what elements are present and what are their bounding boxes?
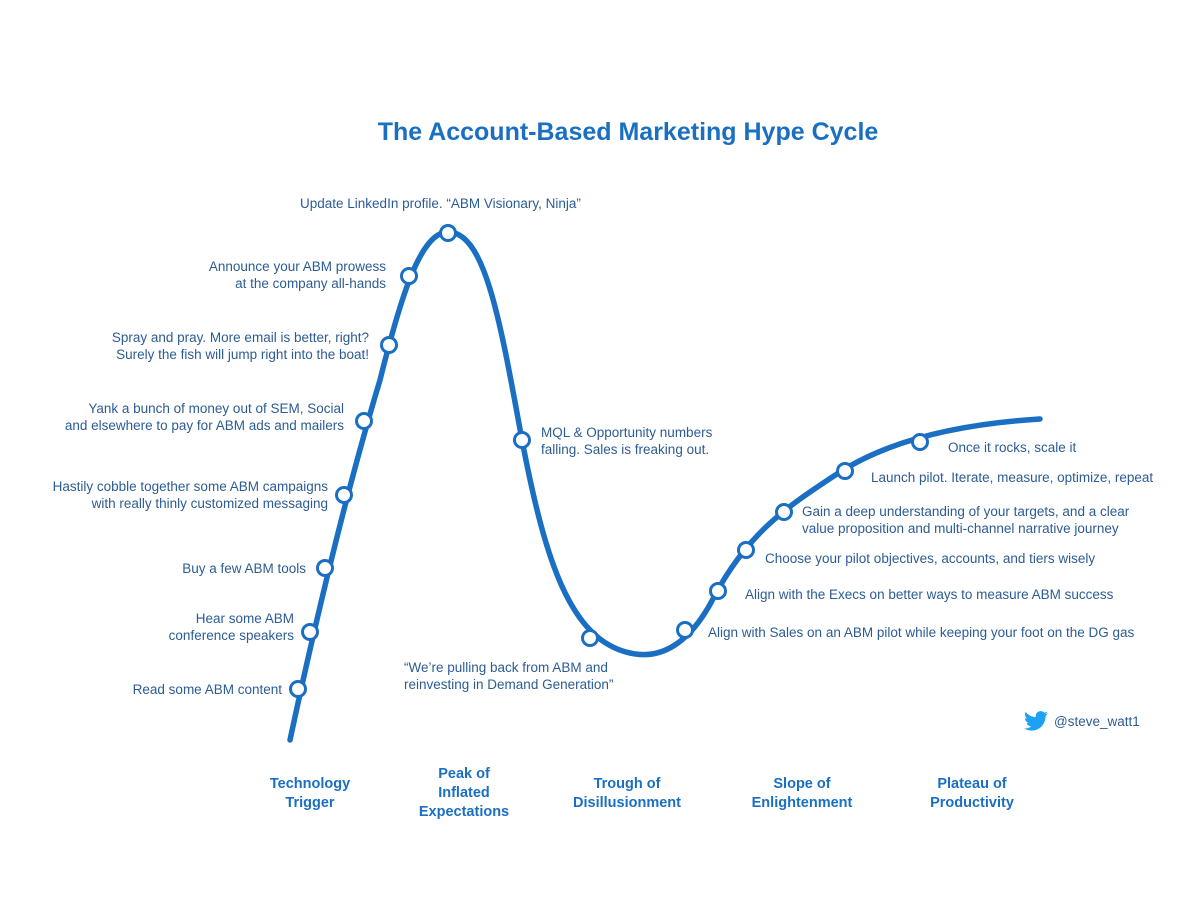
milestone-label-5: Yank a bunch of money out of SEM, Social… xyxy=(64,401,344,433)
milestone-marker-3 xyxy=(316,559,334,577)
milestone-label-16: Once it rocks, scale it xyxy=(948,440,1077,455)
hype-curve xyxy=(287,229,1043,743)
milestone-label-9: MQL & Opportunity numbers falling. Sales … xyxy=(541,425,713,457)
milestone-marker-15 xyxy=(836,462,854,480)
milestone-label-15: Launch pilot. Iterate, measure, optimize… xyxy=(871,470,1154,485)
milestone-marker-12 xyxy=(709,582,727,600)
milestone-marker-5 xyxy=(355,412,373,430)
milestone-marker-8 xyxy=(439,224,457,242)
milestone-label-11: Align with Sales on an ABM pilot while k… xyxy=(708,625,1135,640)
milestone-marker-1 xyxy=(289,680,307,698)
milestone-label-14: Gain a deep understanding of your target… xyxy=(802,504,1130,536)
milestone-marker-9 xyxy=(513,431,531,449)
milestone-label-3: Buy a few ABM tools xyxy=(182,561,306,576)
twitter-bird-icon xyxy=(1024,711,1048,731)
milestone-marker-2 xyxy=(301,623,319,641)
milestone-label-4: Hastily cobble together some ABM campaig… xyxy=(52,479,328,511)
milestone-marker-11 xyxy=(676,621,694,639)
milestone-marker-10 xyxy=(581,629,599,647)
milestone-marker-4 xyxy=(335,486,353,504)
milestone-marker-14 xyxy=(775,503,793,521)
milestone-label-13: Choose your pilot objectives, accounts, … xyxy=(765,551,1096,566)
milestone-marker-6 xyxy=(380,336,398,354)
twitter-handle: @steve_watt1 xyxy=(1024,710,1140,732)
twitter-handle-text: @steve_watt1 xyxy=(1054,713,1140,729)
milestone-markers xyxy=(289,224,929,698)
milestone-label-8: Update LinkedIn profile. “ABM Visionary,… xyxy=(300,196,581,211)
phase-slope-of-enlightenment: Slope of Enlightenment xyxy=(751,776,853,811)
milestone-label-10: “We’re pulling back from ABM and reinvest… xyxy=(404,660,614,692)
milestone-marker-13 xyxy=(737,541,755,559)
phase-trough-of-disillusionment: Trough of Disillusionment xyxy=(573,776,681,811)
milestone-marker-7 xyxy=(400,267,418,285)
milestone-label-7: Announce your ABM prowess at the company … xyxy=(208,259,386,291)
phase-peak-of-inflated-expectations: Peak of Inflated Expectations xyxy=(418,766,510,820)
milestone-label-6: Spray and pray. More email is better, ri… xyxy=(111,330,369,362)
milestone-label-1: Read some ABM content xyxy=(132,682,282,697)
milestone-label-2: Hear some ABM conference speakers xyxy=(168,611,294,643)
milestone-marker-16 xyxy=(911,433,929,451)
diagram-title: The Account-Based Marketing Hype Cycle xyxy=(377,118,879,146)
phase-plateau-of-productivity: Plateau of Productivity xyxy=(930,776,1014,811)
phase-technology-trigger: Technology Trigger xyxy=(269,776,351,811)
milestone-label-12: Align with the Execs on better ways to m… xyxy=(745,587,1114,602)
